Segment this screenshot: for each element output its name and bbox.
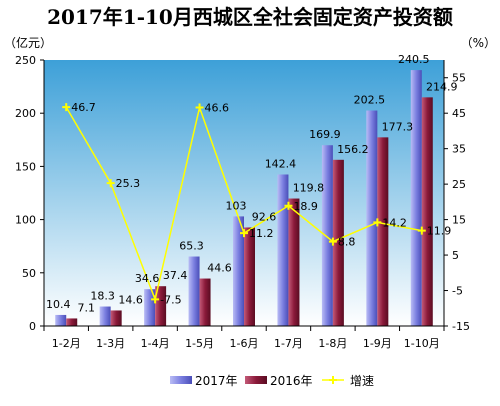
data-label-2017: 142.4 [265,157,297,170]
legend-label-2017: 2017年 [195,374,238,388]
growth-point [417,226,426,235]
bar-2016 [377,137,389,326]
growth-point [62,103,71,112]
data-labels-layer: 10.4 18.3 34.6 65.3 103 142.4 169.9 202.5 240.5 7… [46,53,458,314]
y-left-unit: （亿元） [4,35,52,50]
bar-2017 [277,174,289,326]
data-label-growth: 18.9 [293,200,318,213]
data-label-growth: 11.9 [427,225,452,238]
data-label-2017: 10.4 [46,298,71,311]
bar-2016 [244,227,255,326]
bar-2016 [110,310,122,326]
y-right-tick-label: 35 [452,143,466,156]
y-right-tick-label: -5 [452,285,463,298]
bar-2017 [321,145,333,326]
x-tick-label: 1-4月 [141,337,170,350]
data-label-growth: 8.8 [338,236,356,249]
x-tick-label: 1-2月 [52,337,81,350]
data-label-growth: 25.3 [116,177,140,190]
bar-2017 [99,306,111,326]
data-label-2017: 34.6 [135,272,160,285]
y-right-tick-label: -15 [452,320,470,333]
bar-2016 [199,278,211,326]
axes-layer: 0 50 100 150 200 250 -15 -5 5 15 25 35 45 55 1-2月 1-3月 1… [15,54,470,350]
x-tick-label: 1-9月 [363,337,392,350]
data-label-2016: 177.3 [382,120,414,133]
y-right-tick-label: 55 [452,72,466,85]
x-tick-label: 1-6月 [230,337,259,350]
data-label-2016: 37.4 [163,269,188,282]
data-label-growth: 46.7 [71,101,96,114]
growth-point [106,179,115,188]
data-label-2016: 44.6 [207,262,232,275]
x-tick-label: 1-8月 [318,337,347,350]
bar-2016 [66,318,78,326]
y-left-tick-label: 50 [22,267,36,280]
data-label-2016: 156.2 [337,143,369,156]
data-label-2017: 169.9 [309,128,341,141]
data-label-2016: 14.6 [118,293,143,306]
bar-2017 [144,289,156,326]
x-tick-label: 1-10月 [404,337,440,350]
data-label-2016: 92.6 [252,210,277,223]
x-tick-label: 1-3月 [96,337,125,350]
data-label-growth: 14.2 [382,216,407,229]
legend-swatch-2017 [170,376,192,384]
data-label-growth: 11.2 [249,227,274,240]
data-label-2017: 202.5 [354,94,386,107]
bar-2017 [233,216,244,326]
bar-2016 [421,97,433,326]
y-right-tick-label: 45 [452,107,466,120]
data-label-growth: 46.6 [205,102,230,115]
legend-label-2016: 2016年 [270,374,313,388]
y-left-tick-label: 100 [15,214,36,227]
growth-line-layer [62,103,426,304]
bar-2016 [155,286,167,326]
legend-marker-growth [329,376,337,384]
data-label-2017: 65.3 [179,240,204,253]
data-label-2017: 18.3 [90,290,115,303]
data-label-2016: 119.8 [293,182,325,195]
growth-point [195,103,204,112]
growth-point [373,218,382,227]
bar-2017 [410,70,422,326]
growth-point [284,201,293,210]
growth-point [328,237,337,246]
y-left-tick-label: 0 [29,320,36,333]
y-right-unit: （%） [461,36,496,50]
chart-title: 2017年1-10月西城区全社会固定资产投资额 [47,5,453,29]
growth-point [151,295,160,304]
legend: 2017年 2016年 增速 [170,374,374,388]
bars-layer [55,70,433,326]
growth-point [240,229,248,238]
bar-2017 [366,110,378,326]
data-label-2017: 240.5 [398,53,430,66]
y-right-tick-label: 25 [452,178,466,191]
y-right-tick-label: 15 [452,214,466,227]
legend-swatch-2016 [245,376,267,384]
data-label-2016: 7.1 [77,301,95,314]
data-label-2017: 103 [226,199,247,212]
legend-label-growth: 增速 [350,374,374,388]
x-tick-label: 1-7月 [274,337,303,350]
bar-2017 [188,256,200,326]
bar-2016 [288,198,300,326]
x-tick-label: 1-5月 [185,337,214,350]
bar-2017 [55,314,67,326]
data-label-2016: 214.9 [426,80,458,93]
y-left-tick-label: 150 [15,160,36,173]
bar-2016 [332,159,344,326]
data-label-growth: -7.5 [160,293,181,306]
y-left-tick-label: 200 [15,107,36,120]
y-right-tick-label: 5 [452,249,459,262]
y-left-tick-label: 250 [15,54,36,67]
